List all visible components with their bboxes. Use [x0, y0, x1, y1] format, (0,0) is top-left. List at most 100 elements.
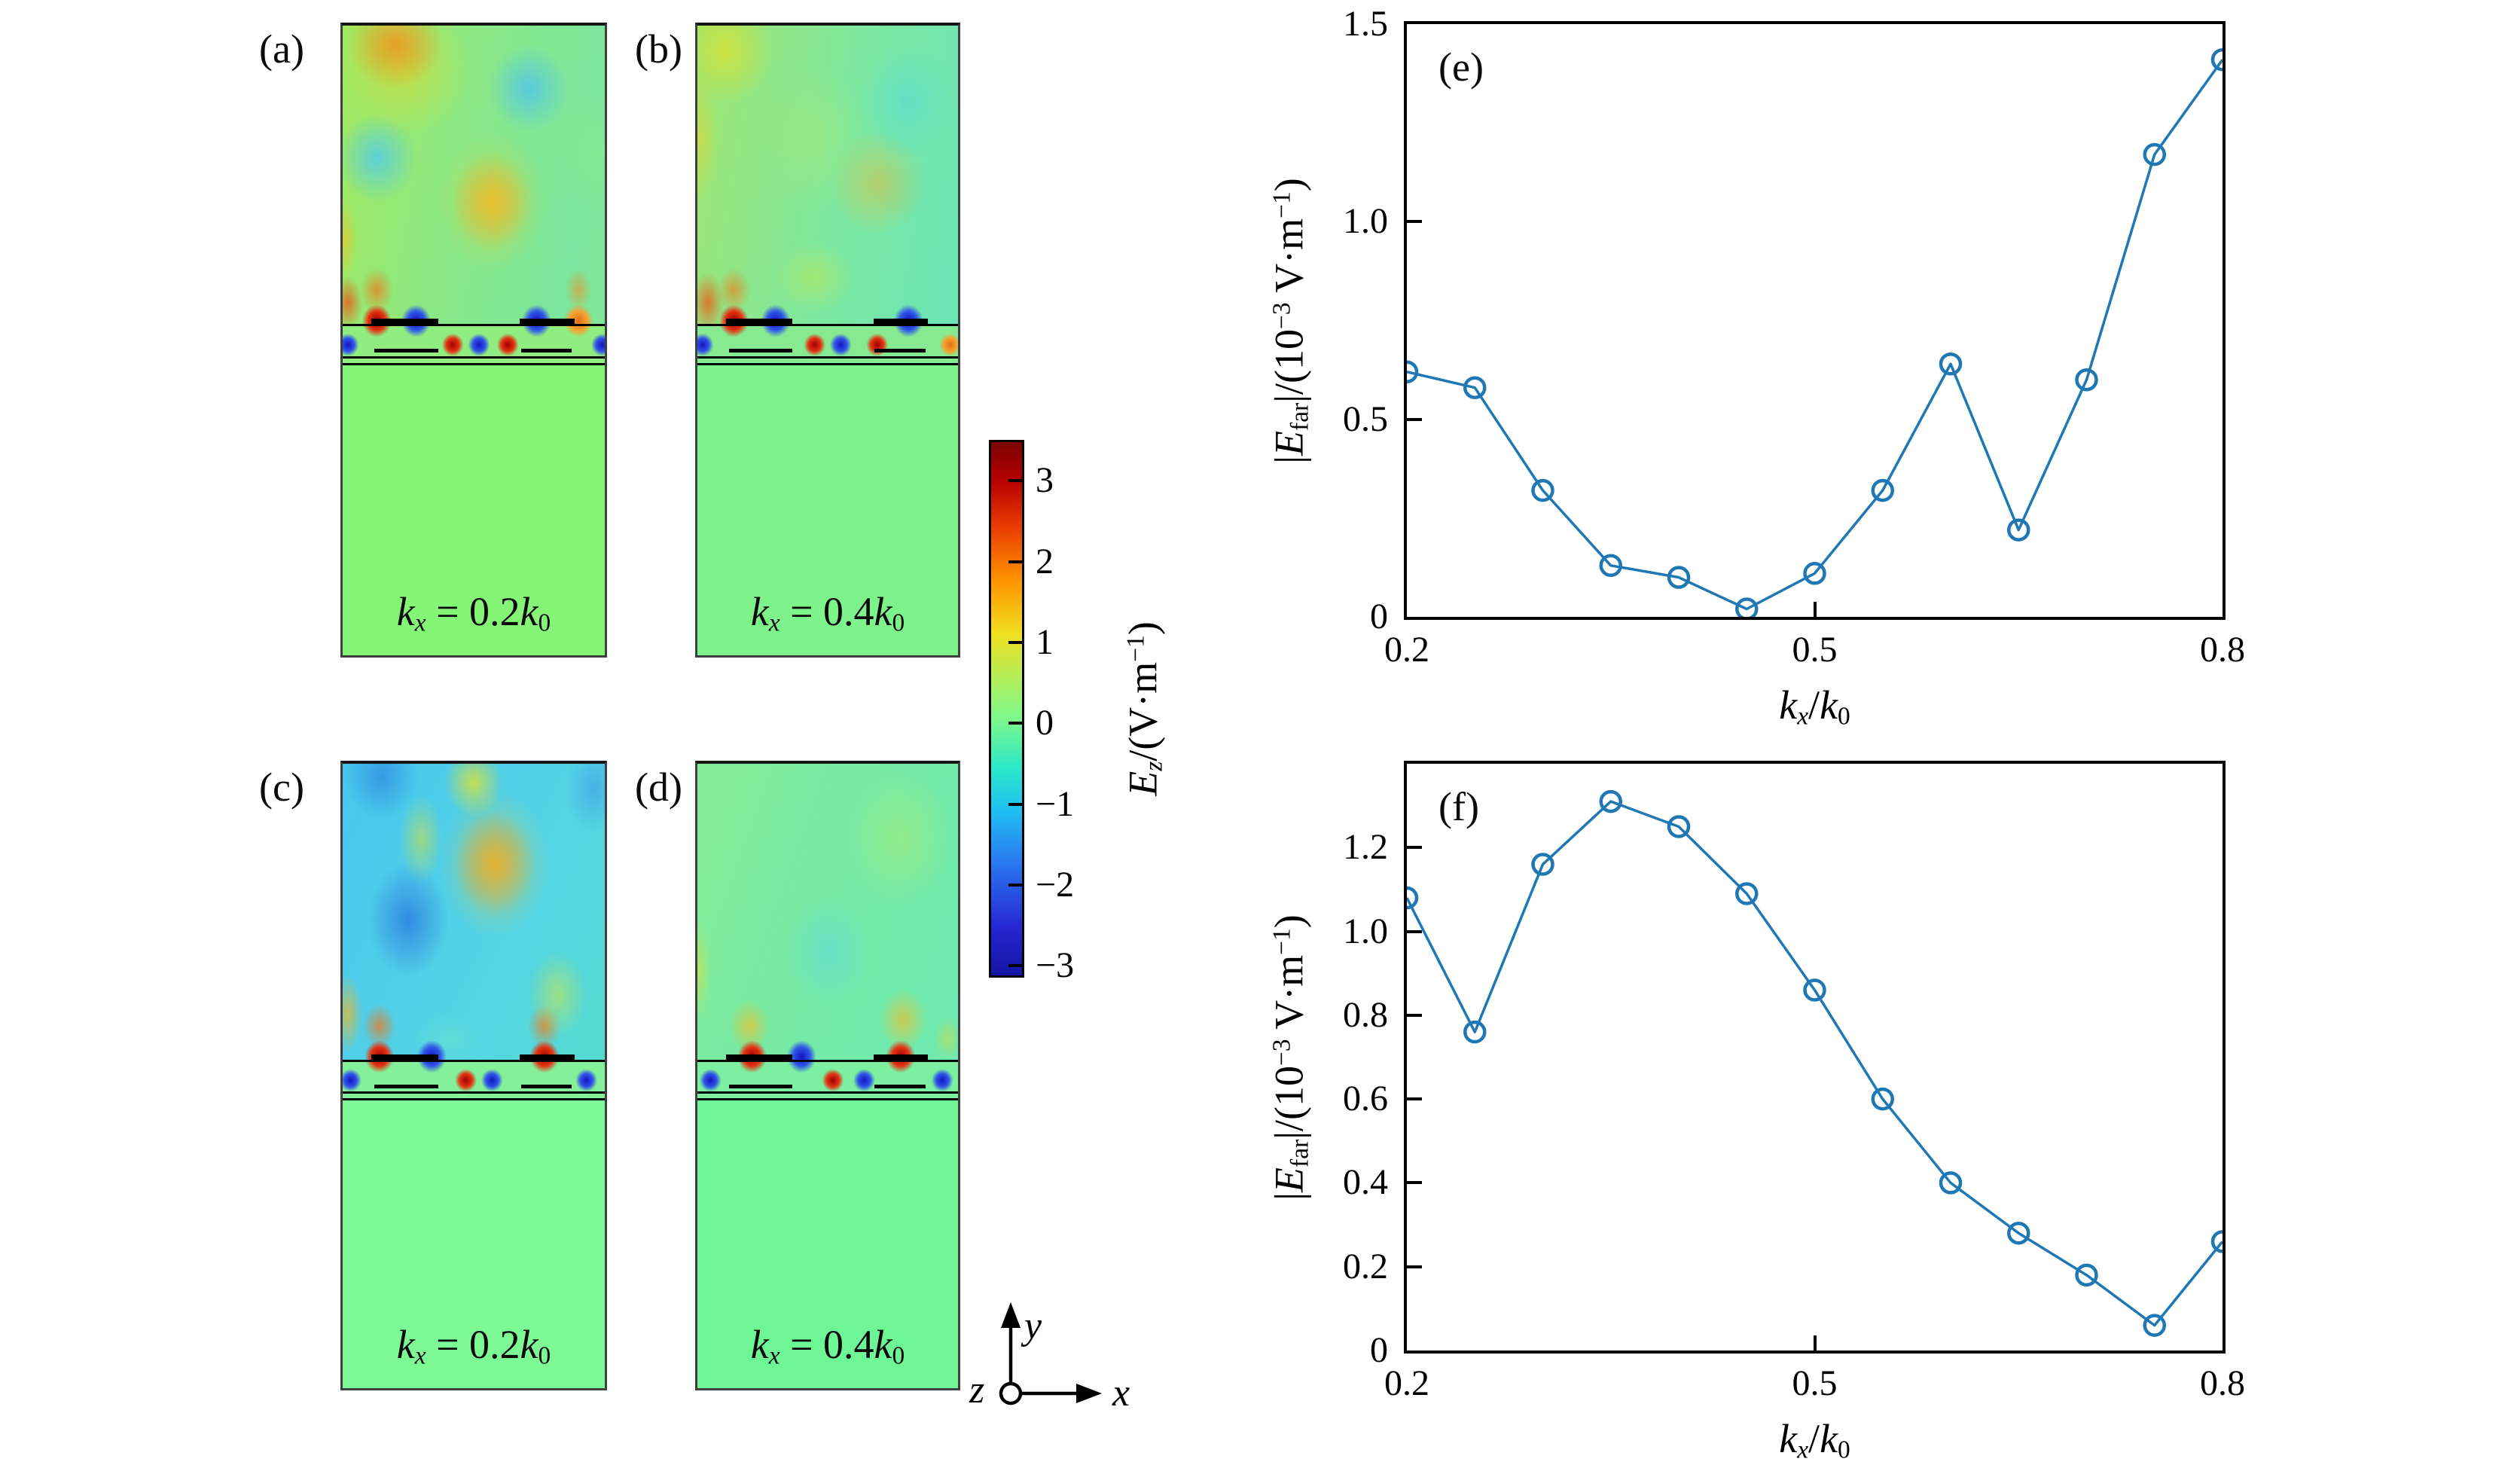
metasurface-line — [726, 1054, 793, 1060]
field-map-panel-b: kx = 0.4k0 — [695, 23, 960, 658]
plot-data-marker — [1667, 566, 1691, 589]
plot-data-marker — [2143, 142, 2166, 166]
colorbar-tick-label: 0 — [1036, 703, 1054, 743]
y-tick-label: 1.2 — [1343, 827, 1388, 868]
x-tick-label: 0.5 — [1792, 1363, 1838, 1403]
field-panel-caption-a: kx = 0.2k0 — [396, 588, 551, 636]
axes-orientation-widget — [999, 1302, 1102, 1405]
panel-letter-c: (c) — [259, 765, 304, 810]
field-panel-caption-b: kx = 0.4k0 — [750, 588, 905, 636]
plot-data-marker — [1939, 352, 1963, 376]
x-tick-label: 0.8 — [2200, 1363, 2245, 1403]
x-tick — [1813, 602, 1817, 617]
plot-area — [1407, 47, 2223, 617]
plot-data-marker — [2075, 1263, 2098, 1287]
metasurface-line — [371, 319, 438, 325]
colorbar-tick-label: −3 — [1036, 945, 1075, 986]
plot-series-line — [1407, 59, 2223, 611]
metasurface-line — [374, 1084, 438, 1088]
y-tick — [1407, 1097, 1422, 1101]
y-tick-label: 1.0 — [1343, 911, 1388, 951]
plot-data-marker — [1871, 1087, 1894, 1111]
plot-data-marker — [1735, 597, 1759, 617]
metasurface-line — [343, 1091, 605, 1094]
metasurface-line — [343, 1059, 605, 1062]
plot-data-marker — [2007, 1221, 2030, 1245]
y-tick — [1407, 417, 1422, 421]
colorbar-tick-label: −2 — [1036, 864, 1075, 905]
metasurface-line — [374, 349, 438, 353]
plot-series-line — [1407, 800, 2223, 1327]
field-map-panel-a: kx = 0.2k0 — [340, 23, 607, 658]
line-plot-e — [1404, 21, 2226, 620]
x-tick-label: 0.8 — [2200, 630, 2245, 670]
colorbar-tick — [1008, 883, 1022, 887]
metasurface-line — [697, 323, 958, 326]
y-tick — [1407, 1181, 1422, 1185]
colorbar — [989, 440, 1024, 978]
plot-data-marker — [1599, 554, 1622, 578]
x-tick-label: 0.2 — [1384, 1363, 1429, 1403]
colorbar-tick — [1008, 641, 1022, 645]
colorbar-tick-label: 1 — [1036, 622, 1054, 663]
colorbar-tick — [1008, 560, 1022, 563]
plot-data-marker — [1871, 478, 1894, 502]
colorbar-tick-label: 2 — [1036, 541, 1054, 581]
y-tick-label: 0.2 — [1343, 1246, 1388, 1286]
plot-data-marker — [1939, 1171, 1963, 1195]
y-tick — [1407, 220, 1422, 224]
metasurface-line — [697, 356, 958, 359]
plot-data-marker — [1407, 360, 1419, 383]
metasurface-line — [343, 1098, 605, 1101]
plot-data-marker — [1463, 1020, 1487, 1044]
metasurface-line — [697, 363, 958, 366]
metasurface-line — [371, 1054, 438, 1060]
axis-label-x: x — [1112, 1372, 1130, 1415]
metasurface-line — [873, 319, 929, 325]
field-map-panel-d: kx = 0.4k0 — [695, 761, 960, 1390]
plot-data-marker — [1463, 376, 1487, 399]
plot-data-marker — [1803, 978, 1826, 1002]
field-panel-caption-c: kx = 0.2k0 — [396, 1322, 551, 1370]
metasurface-line — [873, 1054, 929, 1060]
plot-data-marker — [1599, 789, 1622, 813]
y-tick-label: 0.4 — [1343, 1162, 1388, 1203]
metasurface-line — [874, 1084, 926, 1088]
metasurface-line — [697, 1091, 958, 1094]
x-axis-label: kx/k0 — [1779, 1416, 1850, 1464]
panel-letter-b: (b) — [635, 26, 682, 72]
colorbar-tick — [1008, 802, 1022, 806]
metasurface-line — [728, 349, 793, 353]
x-axis-label: kx/k0 — [1779, 682, 1850, 731]
y-tick — [1407, 1013, 1422, 1017]
field-panel-caption-d: kx = 0.4k0 — [750, 1322, 905, 1370]
colorbar-axis-label: Ez/(V·m−1) — [1120, 621, 1168, 796]
colorbar-tick — [1008, 722, 1022, 725]
y-tick — [1407, 1265, 1422, 1268]
y-tick — [1407, 846, 1422, 850]
metasurface-line — [519, 319, 575, 325]
plot-data-marker — [2210, 47, 2223, 72]
metasurface-line — [343, 356, 605, 359]
y-axis-label: |Efar|/(10−3 V·m−1) — [1266, 177, 1314, 464]
metasurface-line — [343, 323, 605, 326]
plot-data-marker — [2007, 518, 2030, 542]
x-tick-label: 0.5 — [1792, 630, 1838, 670]
plot-area — [1407, 789, 2223, 1337]
line-plot-f — [1404, 761, 2226, 1354]
metasurface-line — [726, 319, 793, 325]
plot-data-marker — [1667, 815, 1691, 838]
metasurface-line — [728, 1084, 793, 1088]
y-tick-label: 1.0 — [1343, 201, 1388, 242]
axis-origin-circle — [999, 1381, 1023, 1405]
field-map-panel-c: kx = 0.2k0 — [340, 761, 607, 1390]
metasurface-line — [874, 349, 926, 353]
plot-data-marker — [1803, 562, 1826, 585]
x-tick — [1813, 1335, 1817, 1350]
axis-label-z: z — [969, 1369, 985, 1412]
y-tick-label: 0 — [1370, 597, 1388, 636]
panel-letter-e: (e) — [1438, 44, 1484, 90]
metasurface-line — [697, 1098, 958, 1101]
y-tick-label: 1.5 — [1343, 4, 1388, 44]
